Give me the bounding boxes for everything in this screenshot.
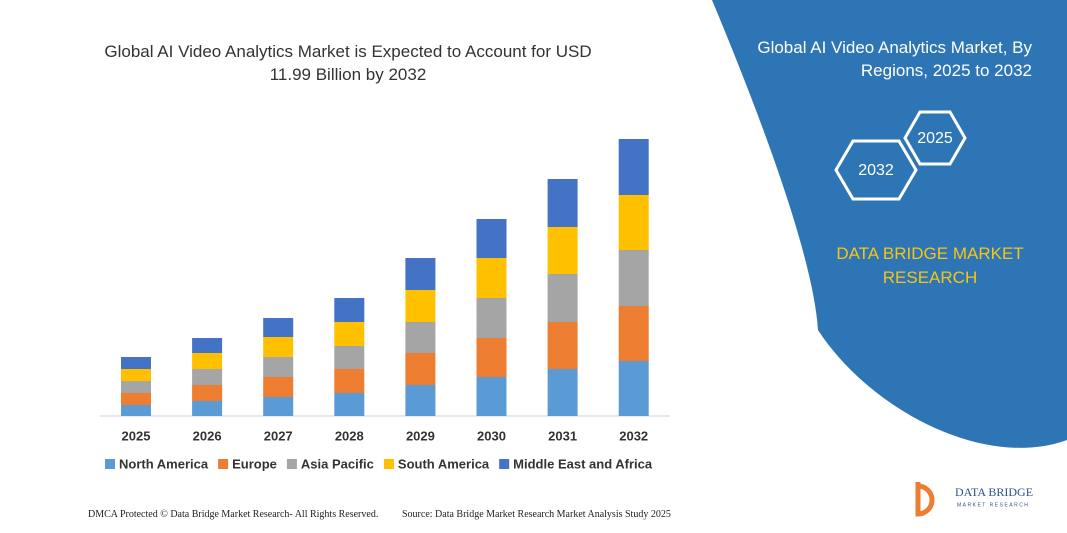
bar-segment xyxy=(547,322,578,369)
bar-segment xyxy=(263,377,294,397)
footer-right: Source: Data Bridge Market Research Mark… xyxy=(402,509,671,520)
bar-segment xyxy=(334,369,365,393)
legend-swatch xyxy=(499,459,510,469)
footer-left: DMCA Protected © Data Bridge Market Rese… xyxy=(88,509,379,520)
legend-swatch xyxy=(105,459,115,469)
legend-label: Europe xyxy=(232,456,277,471)
bar-segment xyxy=(476,258,507,298)
logo-tagline: MARKET RESEARCH xyxy=(957,502,1029,508)
bar-segment xyxy=(121,357,151,369)
bar-segment xyxy=(263,337,294,357)
legend-swatch xyxy=(383,459,394,469)
x-tick-label: 2030 xyxy=(477,428,506,443)
bar-segment xyxy=(263,397,294,416)
brand: DATA BRIDGE MARKET RESEARCH xyxy=(836,244,1024,287)
x-tick-label: 2028 xyxy=(335,428,364,443)
legend-swatch xyxy=(286,459,297,469)
x-tick-label: 2025 xyxy=(122,428,151,443)
x-tick-label: 2027 xyxy=(264,428,293,443)
x-tick-label: 2029 xyxy=(406,428,435,443)
legend-swatch xyxy=(218,459,229,469)
legend-label: North America xyxy=(119,456,209,471)
bar-segment xyxy=(618,361,649,416)
legend-label: South America xyxy=(398,456,490,471)
bar-segment xyxy=(192,401,223,416)
bar-segment xyxy=(121,393,151,405)
bar-segment xyxy=(618,139,649,195)
bar-segment xyxy=(121,405,151,416)
bar-segment xyxy=(618,195,649,250)
bar-segment xyxy=(334,298,365,322)
x-tick-label: 2026 xyxy=(193,428,222,443)
hexagon xyxy=(903,110,967,166)
bar-segment xyxy=(547,179,578,227)
panel-title: Global AI Video Analytics Market, By Reg… xyxy=(757,38,1032,80)
x-tick-label: 2031 xyxy=(548,428,577,443)
bar-segment xyxy=(405,258,436,290)
legend-label: Asia Pacific xyxy=(301,456,374,471)
hexagon xyxy=(834,139,918,201)
bar-segment xyxy=(618,250,649,306)
hex-label: 2032 xyxy=(858,162,894,179)
bar-segment xyxy=(547,274,578,322)
bar-segment xyxy=(547,227,578,274)
bar-segment xyxy=(192,338,223,353)
bar-segment xyxy=(405,290,436,322)
chart-title: Global AI Video Analytics Market is Expe… xyxy=(104,42,592,84)
x-tick-label: 2032 xyxy=(619,428,648,443)
bar-segment xyxy=(476,377,507,416)
bar-segment xyxy=(405,322,436,353)
bar-segment xyxy=(121,369,151,381)
bar-segment xyxy=(334,322,365,346)
bar-segment xyxy=(405,353,436,385)
bar-segment xyxy=(547,369,578,416)
bar-segment xyxy=(192,369,223,385)
bar-segment xyxy=(476,298,507,338)
bar-segment xyxy=(476,338,507,377)
bar-segment xyxy=(263,318,294,337)
bar-segment xyxy=(121,381,151,393)
bar-segment xyxy=(263,357,294,377)
hex-label: 2025 xyxy=(917,130,953,147)
panel-bg xyxy=(712,0,1067,448)
bar-segment xyxy=(405,385,436,416)
bar-segment xyxy=(334,393,365,416)
bar-segment xyxy=(192,353,223,369)
bar-segment xyxy=(618,306,649,361)
logo-name: DATA BRIDGE xyxy=(955,485,1033,499)
bar-segment xyxy=(192,385,223,401)
bar-segment xyxy=(334,346,365,369)
logo-icon xyxy=(915,482,935,517)
legend-label: Middle East and Africa xyxy=(513,456,653,471)
bar-segment xyxy=(476,219,507,258)
